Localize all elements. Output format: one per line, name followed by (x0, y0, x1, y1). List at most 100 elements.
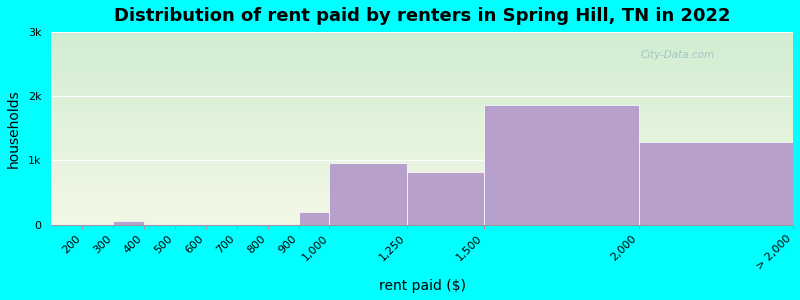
Bar (51, 206, 793, 207)
Bar (51, 143, 793, 144)
Bar (51, 78, 793, 79)
Bar (51, 189, 793, 190)
Bar (51, 198, 793, 199)
Bar (51, 190, 793, 191)
Bar (51, 71, 793, 73)
Bar (51, 149, 793, 151)
Bar (51, 88, 793, 89)
Bar (51, 42, 793, 43)
Bar (51, 36, 793, 37)
Bar (51, 182, 793, 183)
Bar (51, 58, 793, 59)
Bar (51, 193, 793, 194)
Bar (51, 199, 793, 200)
Bar (51, 48, 793, 50)
Bar (51, 110, 793, 111)
Bar (51, 224, 793, 225)
Bar (51, 141, 793, 142)
Bar (51, 65, 793, 66)
Bar (51, 155, 793, 156)
Bar (51, 197, 793, 198)
Bar (51, 67, 793, 68)
Bar (51, 87, 793, 88)
Bar (51, 47, 793, 48)
Bar (51, 64, 793, 65)
Bar (51, 169, 793, 170)
Bar (51, 61, 793, 62)
Bar (51, 77, 793, 78)
Bar (51, 202, 793, 203)
Bar (51, 133, 793, 134)
Bar (51, 174, 793, 175)
Bar (51, 156, 793, 157)
Bar (51, 219, 793, 220)
Bar (51, 69, 793, 70)
Bar (51, 186, 793, 187)
Bar (51, 175, 793, 176)
Bar (51, 207, 793, 208)
Bar (51, 117, 793, 118)
Bar (51, 208, 793, 209)
Bar (51, 63, 793, 64)
Bar (51, 94, 793, 96)
Bar (51, 187, 793, 188)
Bar (268, 224, 298, 225)
Bar (51, 215, 793, 216)
Bar (51, 209, 793, 210)
Bar (51, 218, 793, 219)
Bar (51, 183, 793, 184)
Bar (51, 91, 793, 92)
Bar (51, 188, 793, 189)
Bar (51, 83, 793, 84)
Bar (51, 113, 793, 114)
Bar (51, 179, 793, 180)
Bar (51, 181, 793, 182)
Text: City-Data.com: City-Data.com (641, 50, 715, 60)
Bar (484, 105, 638, 225)
Bar (51, 68, 793, 69)
Bar (51, 89, 793, 90)
Bar (51, 82, 793, 83)
Bar (51, 171, 793, 172)
Bar (51, 151, 793, 152)
Bar (51, 154, 793, 155)
Bar (51, 184, 793, 185)
Bar (51, 160, 793, 161)
Bar (51, 221, 793, 222)
Bar (51, 134, 793, 135)
Bar (51, 52, 793, 53)
Bar (51, 126, 793, 128)
Bar (51, 98, 793, 100)
Bar (51, 100, 793, 101)
Bar (51, 100, 793, 101)
Bar (51, 32, 793, 33)
Bar (51, 172, 793, 174)
Title: Distribution of rent paid by renters in Spring Hill, TN in 2022: Distribution of rent paid by renters in … (114, 7, 730, 25)
Bar (51, 112, 793, 113)
Bar (51, 101, 793, 102)
Bar (51, 148, 793, 149)
Bar (51, 57, 793, 58)
Bar (51, 85, 793, 86)
Bar (51, 93, 793, 94)
Bar (51, 214, 793, 215)
Bar (51, 81, 793, 82)
Bar (51, 138, 793, 139)
Bar (51, 196, 793, 197)
Bar (51, 109, 793, 110)
Bar (51, 90, 793, 91)
Bar (51, 217, 793, 218)
Bar (51, 92, 793, 93)
Bar (51, 55, 793, 56)
Bar (51, 103, 793, 104)
Bar (51, 131, 793, 132)
Bar (51, 195, 793, 196)
Bar (51, 105, 793, 106)
Bar (51, 53, 793, 54)
Bar (638, 142, 793, 225)
Bar (51, 74, 793, 75)
Bar (51, 121, 793, 122)
Bar (51, 73, 793, 74)
Bar (206, 224, 237, 225)
Bar (51, 111, 793, 112)
